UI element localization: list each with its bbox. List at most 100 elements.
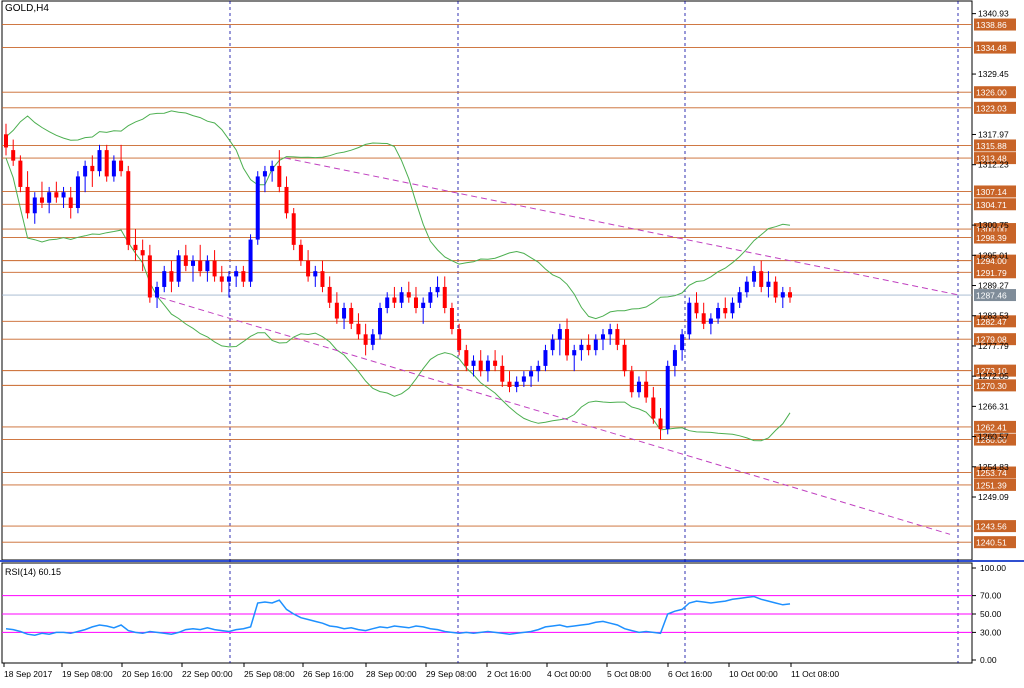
candle-body [198,260,203,272]
level-price-label: 1313.48 [976,154,1007,164]
chart-title: GOLD,H4 [5,3,49,14]
candle-body [529,371,534,377]
candle-body [737,292,742,303]
candle-body [284,186,289,214]
level-price-tag [974,266,1016,279]
bollinger-lower [5,157,791,442]
candle-body [744,281,749,293]
candle-body [363,334,368,345]
candle-body [147,255,152,298]
rsi-y-tick-label: 30.00 [980,627,1002,637]
candle-body [708,318,713,324]
rsi-pane-frame [1,562,973,664]
candle-body [471,360,476,366]
candle-body [306,260,311,277]
level-price-label: 1326.00 [976,88,1007,98]
y-tick-label: 1295.01 [978,250,1009,260]
candle-body [730,302,735,314]
candle-body [557,329,562,340]
candle-body [716,308,721,319]
candle-body [493,360,498,366]
level-price-label: 1315.88 [976,141,1007,151]
candle-body [68,197,73,208]
candle-body [155,286,160,298]
level-price-label: 1282.47 [976,317,1007,327]
rsi-title: RSI(14) 60.15 [5,567,62,577]
candle-body [780,292,785,298]
level-price-label: 1279.08 [976,335,1007,345]
level-price-tag [974,520,1016,533]
candle-body [320,271,325,287]
level-price-tag [974,420,1016,433]
y-tick-label: 1254.83 [978,462,1009,472]
level-price-label: 1291.79 [976,268,1007,278]
candle-body [644,381,649,398]
candle-body [629,371,634,393]
y-tick-label: 1272.05 [978,371,1009,381]
candle-body [140,250,145,256]
level-price-tag [974,18,1016,31]
candle-body [111,160,116,177]
level-price-tag [974,466,1016,479]
candle-body [435,286,440,293]
candle-body [47,192,52,203]
candle-body [658,418,663,430]
level-price-label: 1323.03 [976,103,1007,113]
trendline-lower [159,296,951,535]
level-price-label: 1307.14 [976,187,1007,197]
x-tick-label: 25 Sep 08:00 [244,669,295,679]
candle-body [75,176,80,208]
candle-body [428,292,433,303]
y-tick-label: 1249.09 [978,492,1009,502]
candle-body [406,292,411,298]
current-price-tag [974,289,1016,302]
candle-body [378,308,383,335]
y-tick-label: 1317.97 [978,129,1009,139]
candle-body [507,381,512,387]
level-price-label: 1294.00 [976,256,1007,266]
x-tick-label: 19 Sep 08:00 [62,669,113,679]
candle-body [478,360,483,372]
level-price-tag [974,101,1016,114]
candle-body [126,171,131,245]
candle-body [687,302,692,335]
candle-body [90,165,95,172]
candle-body [176,255,181,282]
candle-body [586,344,591,351]
candle-body [162,271,167,287]
candle-body [421,302,426,308]
x-tick-label: 6 Oct 16:00 [668,669,712,679]
candle-body [291,213,296,245]
candle-body [370,334,375,345]
level-price-tag [974,86,1016,99]
candle-body [205,260,210,272]
level-price-label: 1262.41 [976,422,1007,432]
y-tick-label: 1312.23 [978,160,1009,170]
candle-body [219,276,224,282]
candle-body [723,308,728,314]
level-price-label: 1270.30 [976,381,1007,391]
rsi-y-tick-label: 100.00 [980,563,1006,573]
candle-body [349,308,354,324]
x-tick-label: 4 Oct 00:00 [547,669,591,679]
candle-body [11,150,16,161]
bollinger-upper [5,110,791,320]
level-price-label: 1338.86 [976,20,1007,30]
candle-body [773,281,778,298]
candle-body [313,271,318,277]
level-price-tag [974,185,1016,198]
y-tick-label: 1266.31 [978,401,1009,411]
candle-body [255,176,260,240]
candle-body [680,334,685,351]
y-tick-label: 1300.75 [978,220,1009,230]
candle-body [32,197,37,214]
candle-body [550,339,555,351]
level-price-tag [974,478,1016,491]
level-price-tag [974,139,1016,152]
candle-body [234,271,239,277]
x-tick-label: 20 Sep 16:00 [122,669,173,679]
candle-body [600,334,605,340]
level-price-tag [974,152,1016,165]
x-tick-label: 18 Sep 2017 [4,669,52,679]
